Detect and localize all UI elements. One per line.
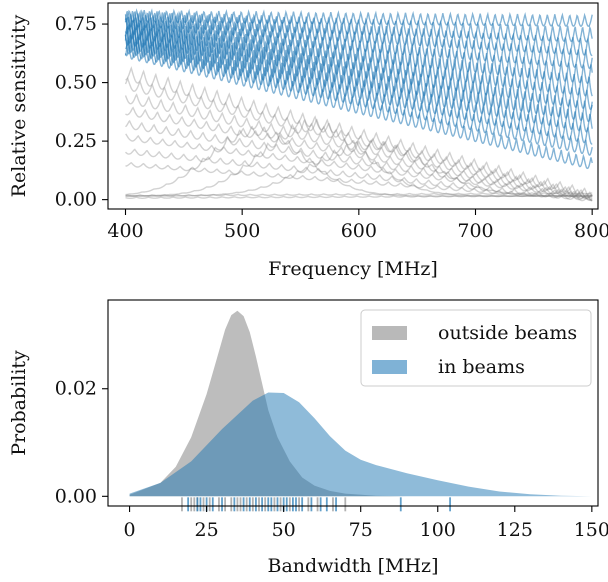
x-tick-label: 50 bbox=[272, 519, 296, 541]
sensitivity-x-label: Frequency [MHz] bbox=[268, 258, 438, 280]
bandwidth-axes-frame bbox=[107, 299, 599, 507]
outside-beams-sensitivity-line bbox=[125, 148, 593, 202]
outside-beams-sensitivity-line bbox=[125, 118, 593, 197]
outside-beams-sensitivity-line bbox=[125, 106, 593, 202]
x-tick-label: 125 bbox=[497, 519, 533, 541]
x-tick-label: 0 bbox=[124, 519, 136, 541]
y-tick-label: 0.00 bbox=[55, 485, 97, 507]
in-beams-sensitivity-line bbox=[124, 39, 593, 170]
x-tick-label: 150 bbox=[574, 519, 608, 541]
bandwidth-x-label: Bandwidth [MHz] bbox=[268, 555, 439, 577]
y-tick-label: 0.25 bbox=[55, 130, 97, 152]
x-tick-label: 25 bbox=[195, 519, 219, 541]
y-tick-label: 0.75 bbox=[55, 13, 97, 35]
x-tick-label: 100 bbox=[420, 519, 456, 541]
outside-beams-sensitivity-line bbox=[125, 139, 593, 197]
in-beams-sensitivity-line bbox=[124, 9, 593, 43]
outside-beams-sensitivity-line bbox=[124, 77, 593, 199]
legend-swatch-in-beams bbox=[372, 360, 407, 374]
x-tick-label: 800 bbox=[574, 220, 608, 242]
bandwidth-rug bbox=[181, 497, 451, 512]
y-tick-label: 0.02 bbox=[55, 378, 97, 400]
sensitivity-y-ticks: 0.00 0.25 0.50 0.75 bbox=[55, 13, 108, 211]
bandwidth-y-label: Probability bbox=[8, 350, 30, 456]
outside-beams-sensitivity-line bbox=[125, 191, 593, 197]
outside-beams-density-area bbox=[129, 310, 407, 497]
outside-beams-sensitivity-line bbox=[125, 125, 593, 197]
outside-beams-sensitivity-line bbox=[125, 133, 593, 200]
sensitivity-axes-frame bbox=[107, 2, 599, 210]
y-tick-label: 0.00 bbox=[55, 189, 97, 211]
bandwidth-x-ticks: 0 25 50 75 100 125 150 bbox=[124, 506, 608, 541]
bandwidth-y-ticks: 0.00 0.02 bbox=[55, 378, 108, 507]
x-tick-label: 600 bbox=[341, 220, 377, 242]
sensitivity-lines bbox=[124, 8, 593, 202]
in-beams-density-area bbox=[129, 392, 592, 497]
legend-swatch-outside-beams bbox=[372, 326, 407, 340]
bandwidth-density-areas bbox=[129, 310, 592, 497]
outside-beams-sensitivity-line bbox=[125, 161, 593, 202]
sensitivity-x-ticks: 400 500 600 700 800 bbox=[107, 209, 608, 242]
sensitivity-y-label: Relative sensitivity bbox=[8, 14, 30, 197]
outside-beams-sensitivity-line bbox=[125, 119, 593, 201]
in-beams-sensitivity-line bbox=[124, 26, 593, 133]
bandwidth-panel: 0 25 50 75 100 125 150 0.00 0.02 Bandwidth [MHz… bbox=[8, 299, 608, 577]
legend-box bbox=[360, 309, 592, 387]
sensitivity-panel: 400 500 600 700 800 0.00 0.25 0.50 0.75 Frequen… bbox=[8, 2, 608, 280]
legend: outside beams in beams bbox=[360, 309, 592, 387]
outside-beams-sensitivity-line bbox=[124, 93, 593, 199]
legend-label-in-beams: in beams bbox=[438, 356, 525, 378]
legend-label-outside-beams: outside beams bbox=[438, 322, 577, 344]
x-tick-label: 700 bbox=[457, 220, 493, 242]
x-tick-label: 75 bbox=[349, 519, 373, 541]
outside-beams-sensitivity-line bbox=[125, 194, 593, 199]
y-tick-label: 0.50 bbox=[55, 72, 97, 94]
x-tick-label: 400 bbox=[107, 220, 143, 242]
outside-beams-sensitivity-line bbox=[125, 66, 593, 199]
x-tick-label: 500 bbox=[224, 220, 260, 242]
